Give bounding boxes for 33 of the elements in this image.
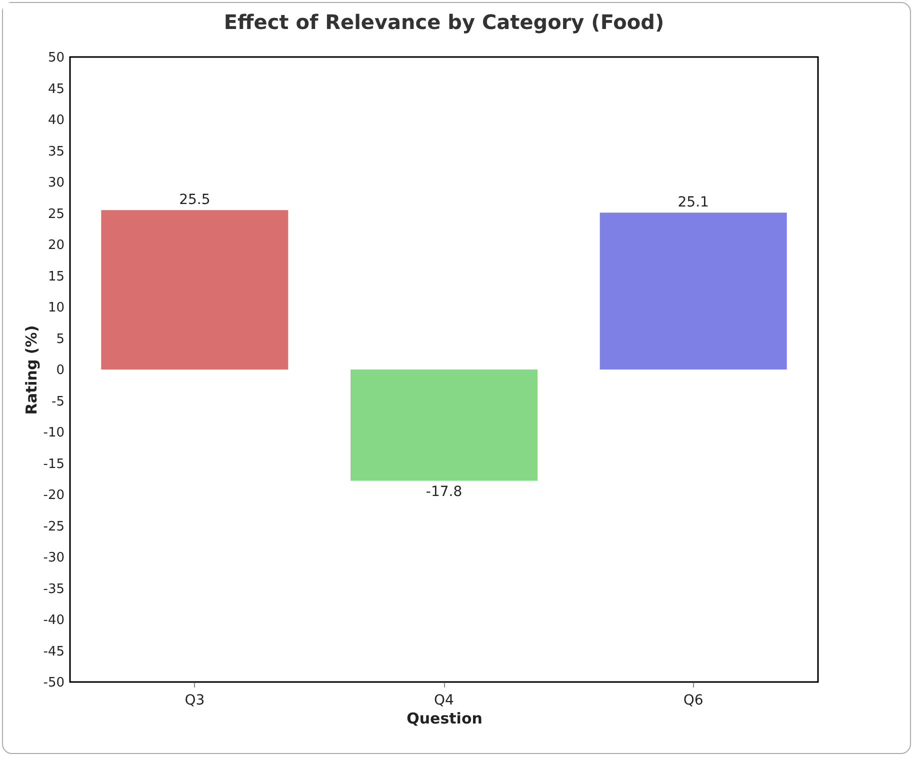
- data-label: 25.5: [179, 192, 210, 208]
- y-tick-label: 20: [48, 238, 64, 253]
- y-tick-label: 50: [48, 50, 64, 66]
- x-axis-title: Question: [406, 710, 482, 728]
- y-tick-label: -30: [43, 550, 64, 566]
- bar: [600, 212, 787, 370]
- y-tick-label: 25: [48, 206, 64, 222]
- y-tick-label: 30: [48, 176, 64, 190]
- y-tick-label: -10: [43, 426, 64, 440]
- y-tick-label: -5: [52, 394, 64, 410]
- y-tick-label: -40: [43, 613, 64, 628]
- bar: [101, 210, 288, 370]
- y-tick-label: -50: [43, 676, 64, 690]
- y-tick-label: 10: [48, 300, 64, 316]
- x-tick-label: Q6: [683, 692, 704, 708]
- y-tick-label: 5: [56, 332, 64, 347]
- y-tick-label: -15: [43, 456, 64, 472]
- chart-title: Effect of Relevance by Category (Food): [224, 10, 664, 34]
- y-axis-title: Rating (%): [22, 325, 40, 415]
- y-tick-label: 40: [48, 113, 64, 128]
- y-tick-label: -45: [43, 644, 64, 660]
- y-tick-label: -25: [43, 519, 64, 534]
- data-label: -17.8: [426, 484, 462, 500]
- data-label: 25.1: [678, 194, 709, 211]
- y-tick-label: -20: [43, 488, 64, 503]
- y-tick-label: -35: [43, 582, 64, 597]
- y-tick-label: 0: [56, 363, 64, 378]
- y-tick-label: 45: [48, 82, 64, 97]
- bar: [350, 370, 538, 481]
- x-tick-label: Q3: [184, 692, 205, 708]
- y-tick-label: 35: [48, 144, 64, 160]
- x-tick-label: Q4: [434, 692, 454, 708]
- y-tick-label: 15: [48, 269, 64, 284]
